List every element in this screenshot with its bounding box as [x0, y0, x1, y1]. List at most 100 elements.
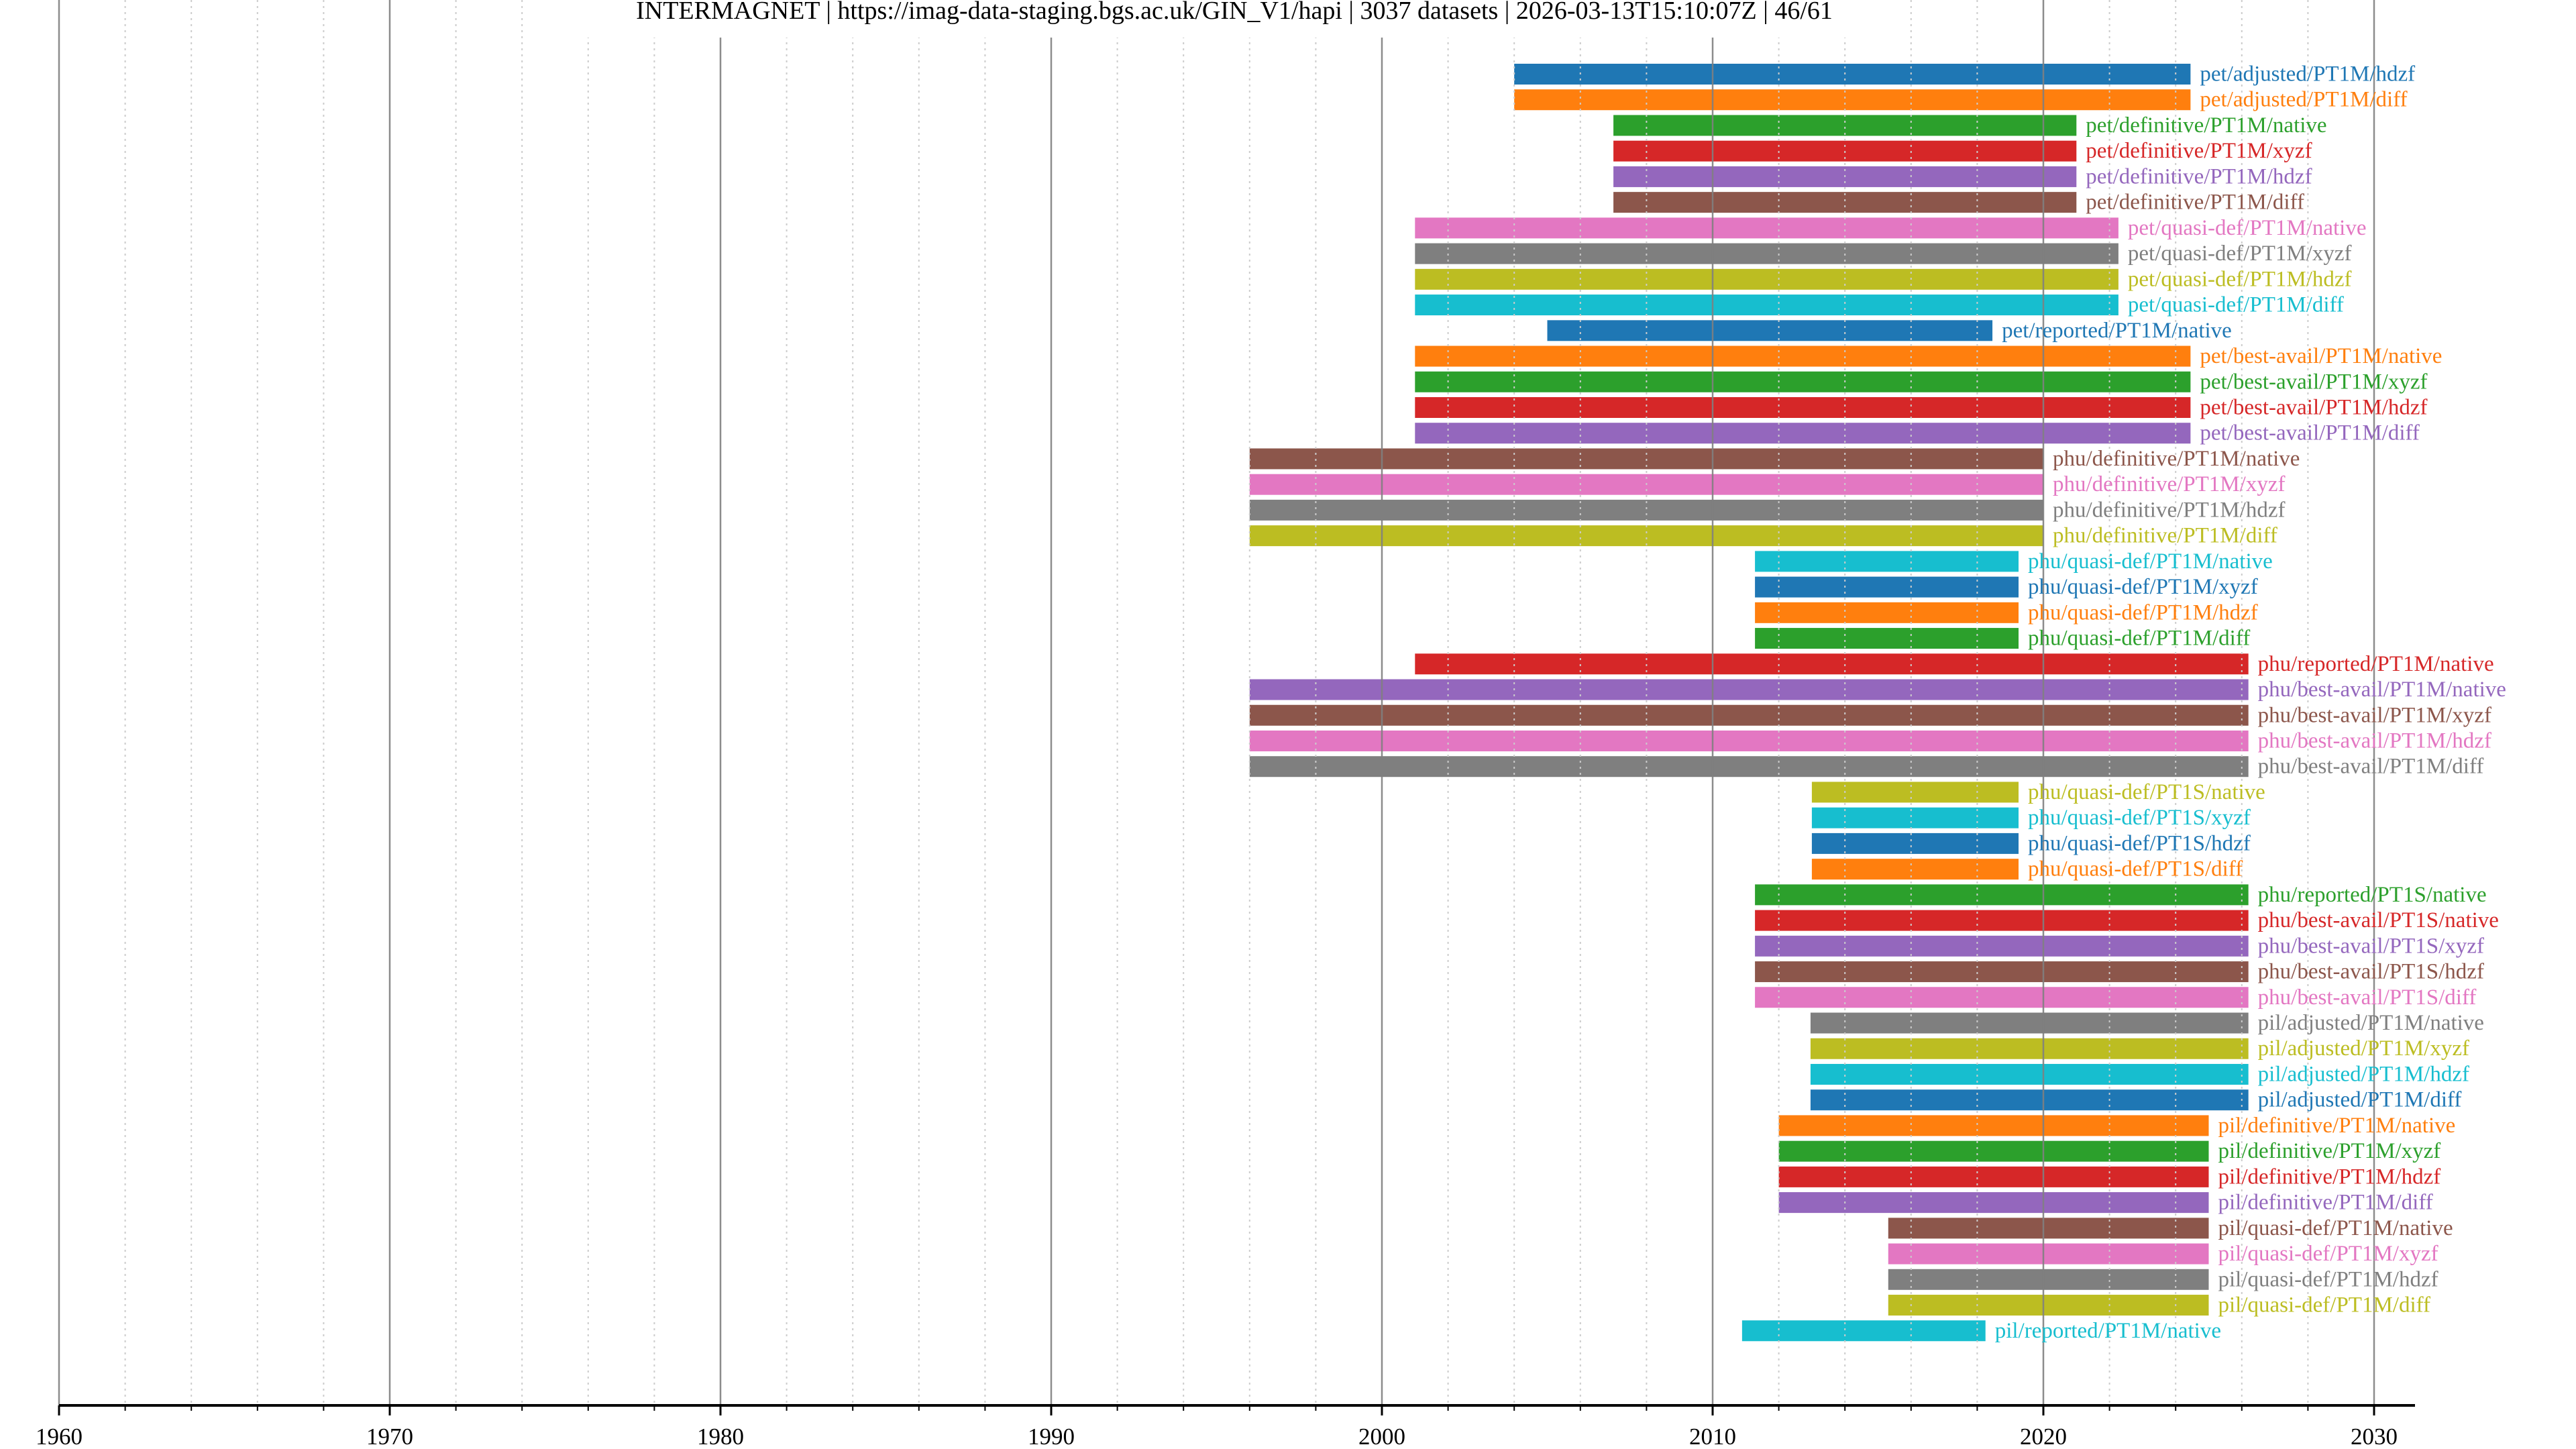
- bar-label: pil/adjusted/PT1M/native: [2258, 1011, 2484, 1035]
- timeline-bar: [1755, 628, 2019, 649]
- bar-label: pet/best-avail/PT1M/hdzf: [2200, 395, 2427, 419]
- timeline-bar: [1811, 859, 2019, 880]
- timeline-bar: [1547, 320, 1993, 341]
- major-grid: [58, 0, 2375, 1405]
- timeline-bar: [1249, 704, 2249, 726]
- timeline-bar: [1755, 576, 2019, 598]
- timeline-bar: [1415, 371, 2191, 392]
- bar-label: pil/quasi-def/PT1M/xyzf: [2218, 1242, 2438, 1266]
- x-axis: 1960 1970 1980 1990 2000 2010 2020 2030: [36, 1404, 2415, 1449]
- timeline-bar: [1888, 1269, 2209, 1290]
- bar-label: phu/best-avail/PT1S/native: [2258, 908, 2499, 932]
- timeline-bar: [1888, 1218, 2209, 1239]
- x-tick-label: 1980: [697, 1424, 744, 1449]
- bar-label: phu/reported/PT1M/native: [2258, 652, 2494, 676]
- chart-title: INTERMAGNET | https://imag-data-staging.…: [636, 0, 1833, 25]
- bar-label: phu/quasi-def/PT1S/native: [2028, 780, 2265, 804]
- bar-label: pet/best-avail/PT1M/xyzf: [2200, 370, 2427, 394]
- x-tick-label: 2030: [2351, 1424, 2398, 1449]
- bar-label: phu/definitive/PT1M/hdzf: [2053, 498, 2285, 522]
- timeline-bar: [1415, 217, 2118, 239]
- bar-label: phu/definitive/PT1M/native: [2053, 447, 2300, 471]
- timeline-bar: [1249, 730, 2249, 751]
- timeline-bar: [1415, 294, 2118, 316]
- bar-label: phu/quasi-def/PT1M/diff: [2028, 627, 2250, 651]
- timeline-bar: [1249, 525, 2043, 547]
- bar-label: pet/definitive/PT1M/hdzf: [2086, 164, 2312, 189]
- bar-labels: pet/adjusted/PT1M/hdzfpet/adjusted/PT1M/…: [1995, 62, 2506, 1343]
- timeline-bar: [1811, 782, 2019, 803]
- timeline-bar: [1810, 1038, 2249, 1059]
- bar-label: pil/definitive/PT1M/diff: [2218, 1191, 2433, 1215]
- bar-label: phu/quasi-def/PT1M/native: [2028, 549, 2273, 574]
- timeline-bar: [1415, 268, 2118, 290]
- timeline-bar: [1810, 1012, 2249, 1034]
- bar-label: pil/reported/PT1M/native: [1995, 1319, 2221, 1343]
- x-tick-label: 1990: [1028, 1424, 1075, 1449]
- timeline-bar: [1778, 1166, 2209, 1187]
- bar-label: pet/definitive/PT1M/native: [2086, 113, 2326, 138]
- bar-label: phu/quasi-def/PT1S/hdzf: [2028, 831, 2251, 855]
- bar-label: phu/best-avail/PT1M/native: [2258, 678, 2506, 702]
- timeline-bar: [1514, 89, 2191, 111]
- timeline-bar: [1755, 551, 2019, 572]
- timeline-bar: [1888, 1295, 2209, 1316]
- bar-label: pil/quasi-def/PT1M/diff: [2218, 1293, 2431, 1318]
- timeline-bar: [1755, 602, 2019, 623]
- timeline-bar: [1810, 1063, 2249, 1085]
- bar-label: pil/quasi-def/PT1M/hdzf: [2218, 1267, 2438, 1291]
- bar-label: phu/quasi-def/PT1M/hdzf: [2028, 600, 2258, 625]
- bar-label: pil/adjusted/PT1M/diff: [2258, 1088, 2462, 1112]
- timeline-bar: [1755, 884, 2249, 906]
- bar-label: pet/quasi-def/PT1M/diff: [2128, 293, 2344, 317]
- timeline-bar: [1415, 243, 2118, 264]
- timeline-bar: [1778, 1115, 2209, 1136]
- timeline-bar: [1778, 1192, 2209, 1214]
- timeline-bar: [1249, 756, 2249, 777]
- timeline-bar: [1888, 1243, 2209, 1265]
- bar-label: pet/quasi-def/PT1M/hdzf: [2128, 267, 2352, 291]
- timeline-bar: [1415, 396, 2191, 418]
- bar-label: phu/best-avail/PT1S/xyzf: [2258, 934, 2484, 958]
- bar-label: pet/adjusted/PT1M/diff: [2200, 88, 2407, 112]
- bar-label: pet/best-avail/PT1M/diff: [2200, 421, 2420, 445]
- bar-label: pet/definitive/PT1M/diff: [2086, 191, 2304, 215]
- x-tick-label: 1960: [36, 1424, 83, 1449]
- timeline-bar: [1811, 833, 2019, 854]
- timeline-bar: [1613, 192, 2077, 213]
- timeline-bar: [1514, 64, 2191, 85]
- bar-label: phu/definitive/PT1M/xyzf: [2053, 472, 2285, 496]
- timeline-bar: [1811, 807, 2019, 828]
- bar-label: phu/best-avail/PT1S/diff: [2258, 985, 2477, 1010]
- bar-label: pet/quasi-def/PT1M/native: [2128, 216, 2367, 240]
- bars-layer: [1249, 64, 2249, 1342]
- bar-label: phu/best-avail/PT1M/hdzf: [2258, 729, 2491, 753]
- timeline-bar: [1741, 1320, 1986, 1342]
- bar-label: pet/reported/PT1M/native: [2002, 319, 2232, 343]
- timeline-bar: [1613, 115, 2077, 136]
- bar-label: phu/best-avail/PT1M/xyzf: [2258, 703, 2491, 727]
- x-tick-label: 2020: [2020, 1424, 2067, 1449]
- bar-label: phu/quasi-def/PT1M/xyzf: [2028, 575, 2258, 599]
- bar-label: phu/reported/PT1S/native: [2258, 883, 2487, 907]
- bar-label: pil/definitive/PT1M/hdzf: [2218, 1165, 2441, 1189]
- timeline-bar: [1415, 345, 2191, 367]
- x-tick-label: 2010: [1689, 1424, 1736, 1449]
- timeline-bar: [1755, 961, 2249, 983]
- bar-label: pil/adjusted/PT1M/hdzf: [2258, 1062, 2469, 1086]
- timeline-bar: [1755, 987, 2249, 1008]
- timeline-bar: [1415, 423, 2191, 444]
- bar-label: phu/quasi-def/PT1S/xyzf: [2028, 806, 2251, 830]
- x-tick-label: 1970: [366, 1424, 413, 1449]
- bar-label: phu/best-avail/PT1M/diff: [2258, 755, 2484, 779]
- bar-label: phu/best-avail/PT1S/hdzf: [2258, 960, 2484, 984]
- bar-label: pil/definitive/PT1M/xyzf: [2218, 1139, 2441, 1163]
- timeline-bar: [1778, 1140, 2209, 1162]
- timeline-bar: [1415, 653, 2249, 675]
- timeline-bar: [1810, 1089, 2249, 1111]
- bar-label: pet/definitive/PT1M/xyzf: [2086, 139, 2312, 163]
- x-tick-label: 2000: [1358, 1424, 1405, 1449]
- bar-label: phu/quasi-def/PT1S/diff: [2028, 857, 2243, 881]
- bar-label: pet/adjusted/PT1M/hdzf: [2200, 62, 2415, 87]
